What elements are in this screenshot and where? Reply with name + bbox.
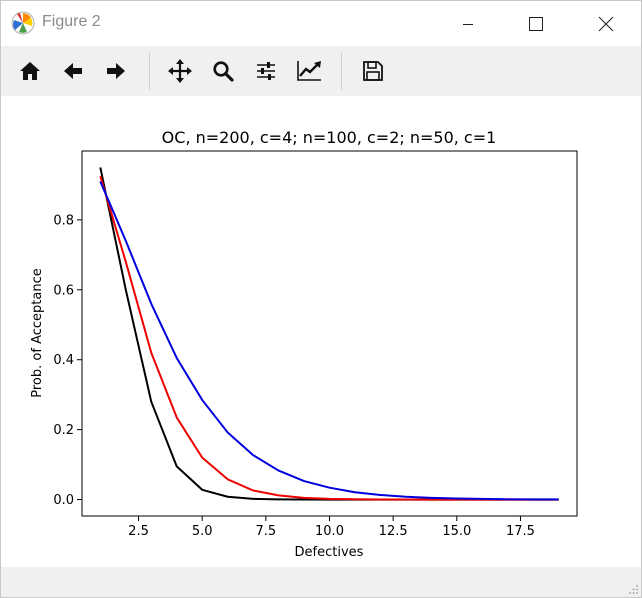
axes-frame: [81, 150, 578, 517]
subplots-button[interactable]: [250, 55, 282, 87]
save-button[interactable]: [357, 55, 389, 87]
home-icon: [20, 62, 40, 80]
arrow-left-icon: [64, 63, 82, 79]
matplotlib-logo-icon: [11, 11, 35, 35]
x-tick-label: 15.0: [442, 524, 471, 539]
zoom-button[interactable]: [207, 55, 239, 87]
maximize-button[interactable]: [513, 1, 559, 46]
y-tick-label: 0.6: [53, 283, 74, 298]
y-tick-label: 0.4: [53, 353, 74, 368]
window-title: Figure 2: [42, 13, 101, 30]
floppy-disk-icon: [363, 61, 383, 81]
edit-axes-button[interactable]: [293, 55, 325, 87]
x-tick-label: 17.5: [506, 524, 535, 539]
close-icon: [598, 16, 614, 31]
x-tick-label: 10.0: [315, 524, 344, 539]
arrow-right-icon: [107, 63, 125, 79]
forward-button[interactable]: [100, 55, 132, 87]
minimize-icon: [463, 23, 473, 25]
close-button[interactable]: [583, 1, 629, 46]
series-line-3: [99, 181, 559, 501]
figure-canvas[interactable]: 2.5 5.0 7.5 10.0 12.5 15.0 17.5 0.0 0.2 0.4 0.6 0.…: [1, 96, 641, 567]
maximize-icon: [529, 16, 543, 31]
magnifier-icon: [213, 61, 234, 82]
x-tick-label: 12.5: [379, 524, 408, 539]
y-tick-label: 0.0: [53, 493, 74, 508]
home-button[interactable]: [14, 55, 46, 87]
sliders-icon: [257, 62, 275, 80]
toolbar-separator: [341, 52, 342, 90]
x-tick-label: 5.0: [192, 524, 213, 539]
y-tick-label: 0.2: [53, 423, 74, 438]
move-icon: [168, 59, 192, 83]
minimize-button[interactable]: [445, 1, 491, 46]
line-chart-icon: [297, 61, 321, 81]
x-tick-label: 2.5: [128, 524, 149, 539]
chart-title: OC, n=200, c=4; n=100, c=2; n=50, c=1: [162, 128, 497, 147]
back-button[interactable]: [57, 55, 89, 87]
x-tick-label: 7.5: [255, 524, 276, 539]
y-axis-label: Prob. of Acceptance: [30, 268, 45, 397]
pan-button[interactable]: [164, 55, 196, 87]
resize-grip-icon[interactable]: [629, 585, 639, 595]
oc-curve-chart: 2.5 5.0 7.5 10.0 12.5 15.0 17.5 0.0 0.2 0.4 0.6 0.…: [30, 128, 578, 560]
toolbar-separator: [149, 52, 150, 90]
title-bar: Figure 2: [1, 1, 641, 46]
y-tick-label: 0.8: [53, 213, 74, 228]
navigation-toolbar: [1, 46, 641, 96]
x-axis-label: Defectives: [295, 545, 364, 560]
status-bar: [1, 567, 641, 597]
